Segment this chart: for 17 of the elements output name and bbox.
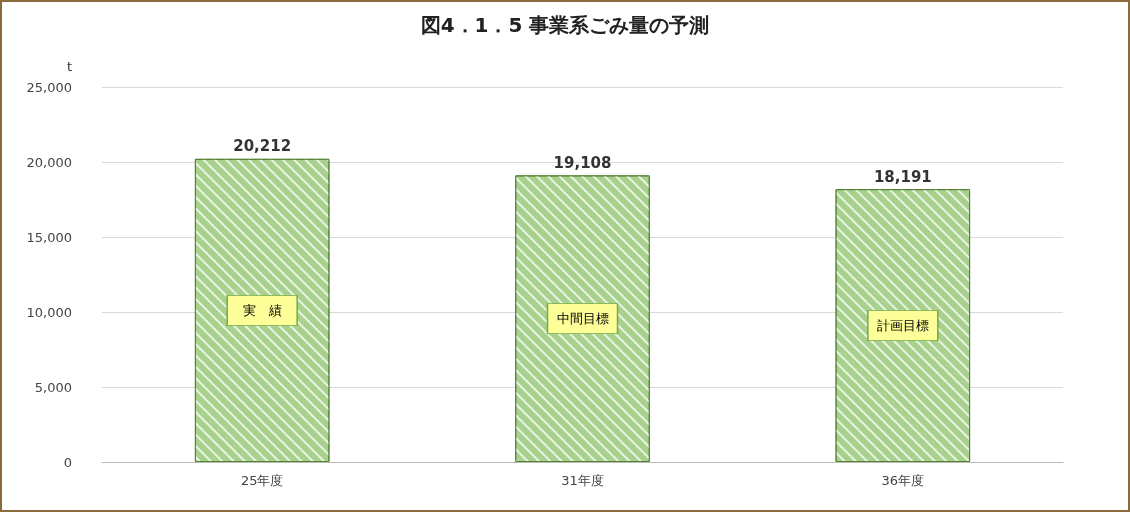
annotation: 実 績 bbox=[242, 302, 282, 318]
data-label: 18,191 bbox=[873, 167, 932, 186]
y-tick-label: 0 bbox=[63, 454, 72, 470]
data-label: 20,212 bbox=[233, 137, 292, 156]
y-tick-label: 20,000 bbox=[26, 154, 72, 170]
y-axis-title: t bbox=[66, 59, 72, 74]
x-tick-label: 31年度 bbox=[561, 473, 604, 488]
y-tick-label: 15,000 bbox=[26, 229, 72, 245]
annotation: 中間目標 bbox=[556, 311, 609, 327]
y-tick-label: 10,000 bbox=[26, 304, 72, 320]
y-tick-label: 25,000 bbox=[26, 79, 72, 95]
data-label: 19,108 bbox=[553, 153, 612, 172]
y-tick-label: 5,000 bbox=[34, 379, 72, 395]
annotation: 計画目標 bbox=[876, 318, 929, 334]
chart-title: 図4．1．5 事業系ごみ量の予測 bbox=[420, 13, 710, 37]
x-tick-label: 25年度 bbox=[240, 473, 284, 488]
x-tick-label: 36年度 bbox=[881, 473, 925, 488]
